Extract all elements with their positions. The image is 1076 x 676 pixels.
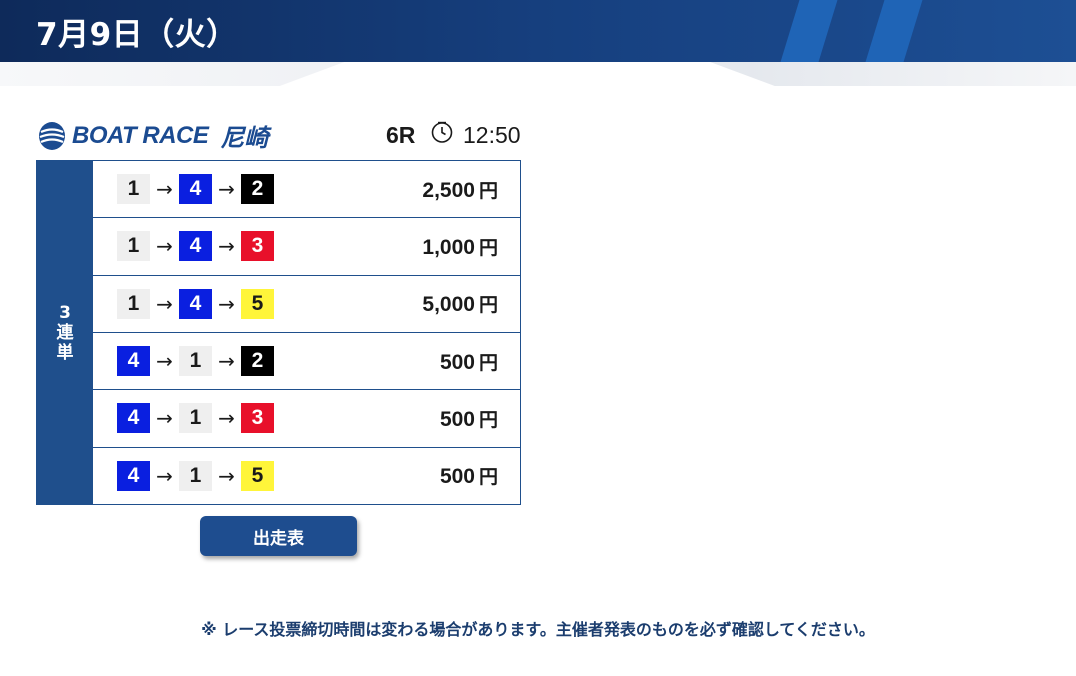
boat-number: 5 [241,460,274,491]
logo-venue: 尼崎 [220,124,269,152]
currency-unit: 円 [478,180,498,202]
currency-unit: 円 [478,467,498,489]
bet-table: 3 連 単 1 → 4 → 2 2,500 円 1 → 4 → 3 1,000 円 [36,160,521,505]
bet-type-char: 3 [59,302,71,323]
bet-amount: 500 円 [440,462,498,489]
boat-number: 4 [117,346,150,377]
bet-row: 1 → 4 → 2 2,500 円 [93,161,520,219]
boat-number: 1 [117,288,150,319]
arrow-icon: → [156,177,173,202]
boatrace-wave-icon [39,121,65,150]
arrow-icon: → [156,234,173,259]
header-stripe [780,0,838,62]
header-decoration [0,62,1076,86]
bet-amount: 1,000 円 [422,233,498,260]
combination: 1 → 4 → 2 [117,174,274,205]
amount-value: 5,000 [422,293,475,317]
combination: 4 → 1 → 3 [117,403,274,434]
bet-rows: 1 → 4 → 2 2,500 円 1 → 4 → 3 1,000 円 1 → 4 [93,161,520,504]
arrow-icon: → [218,234,235,259]
clock-icon [431,121,453,143]
bet-row: 1 → 4 → 3 1,000 円 [93,218,520,276]
bet-amount: 500 円 [440,348,498,375]
boatrace-logo: BOAT RACE 尼崎 [38,118,268,153]
bet-type-label: 3 連 単 [37,161,93,504]
boat-number: 1 [117,231,150,262]
header-stripe [865,0,923,62]
arrow-icon: → [218,406,235,431]
arrow-icon: → [218,349,235,374]
boat-number: 5 [241,288,274,319]
boat-number: 1 [179,403,212,434]
bet-row: 1 → 4 → 5 5,000 円 [93,276,520,333]
boat-number: 1 [117,174,150,205]
boat-number: 4 [117,403,150,434]
boat-number: 4 [179,288,212,319]
amount-value: 500 [439,350,475,374]
arrow-icon: → [156,349,173,374]
currency-unit: 円 [478,352,498,374]
arrow-icon: → [156,291,173,316]
bet-amount: 5,000 円 [422,290,498,317]
boat-number: 2 [241,346,274,377]
logo-brand: BOAT RACE [72,121,209,149]
deadline-notice: ※ レース投票締切時間は変わる場合があります。主催者発表のものを必ず確認してくだ… [201,620,875,639]
bet-amount: 2,500 円 [422,176,498,203]
amount-value: 500 [439,407,475,431]
bet-amount: 500 円 [440,405,498,432]
arrow-icon: → [156,463,173,488]
boat-number: 4 [179,174,212,205]
currency-unit: 円 [478,295,498,317]
arrow-icon: → [156,406,173,431]
combination: 4 → 1 → 5 [117,460,274,491]
combination: 1 → 4 → 5 [117,288,274,319]
currency-unit: 円 [478,237,498,259]
boat-number: 2 [241,174,274,205]
boat-number: 1 [179,346,212,377]
race-number: 6R [386,122,416,148]
bet-type-char: 連 [56,322,74,343]
arrow-icon: → [218,177,235,202]
arrow-icon: → [218,463,235,488]
bet-row: 4 → 1 → 5 500 円 [93,448,520,504]
race-time: 12:50 [463,122,521,148]
bet-row: 4 → 1 → 2 500 円 [93,333,520,391]
date-header: 7月9日（火） [0,0,1076,62]
boat-number: 4 [179,231,212,262]
boat-number: 3 [241,403,274,434]
bet-row: 4 → 1 → 3 500 円 [93,390,520,448]
amount-value: 2,500 [422,178,475,202]
combination: 4 → 1 → 2 [117,346,274,377]
boat-number: 4 [117,460,150,491]
bet-type-char: 単 [56,342,74,363]
arrow-icon: → [218,291,235,316]
header-date: 7月9日（火） [36,17,238,53]
boat-number: 3 [241,231,274,262]
race-card-button[interactable]: 出走表 [200,516,357,556]
combination: 1 → 4 → 3 [117,231,274,262]
amount-value: 500 [439,465,475,489]
amount-value: 1,000 [422,235,475,259]
boat-number: 1 [179,460,212,491]
currency-unit: 円 [478,409,498,431]
